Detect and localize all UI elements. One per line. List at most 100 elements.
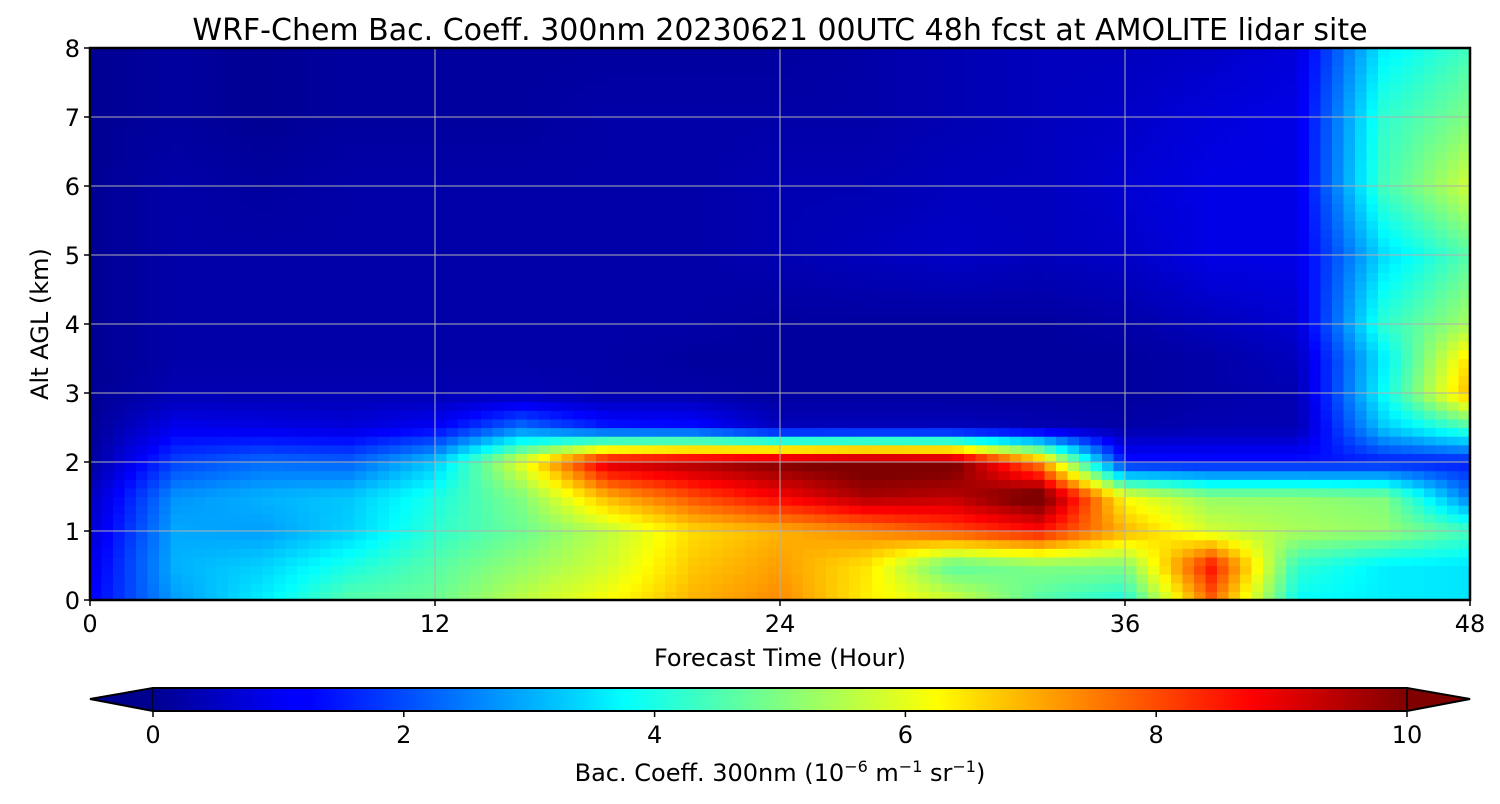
heatmap-cell xyxy=(1286,367,1299,377)
heatmap-cell xyxy=(90,315,103,325)
heatmap-cell xyxy=(1194,393,1207,403)
heatmap-cell xyxy=(1079,315,1092,325)
heatmap-cell xyxy=(745,246,758,256)
heatmap-cell xyxy=(1217,513,1230,523)
heatmap-cell xyxy=(469,427,482,437)
heatmap-cell xyxy=(630,487,643,498)
heatmap-cell xyxy=(1309,470,1322,480)
heatmap-cell xyxy=(1401,496,1414,506)
heatmap-cell xyxy=(182,246,195,256)
heatmap-cell xyxy=(1309,289,1322,299)
heatmap-cell xyxy=(849,436,862,446)
heatmap-cell xyxy=(791,358,804,368)
heatmap-cell xyxy=(182,298,195,308)
heatmap-cell xyxy=(1274,280,1287,291)
heatmap-cell xyxy=(308,367,321,377)
heatmap-cell xyxy=(561,436,574,446)
heatmap-cell xyxy=(998,487,1011,498)
heatmap-cell xyxy=(1182,418,1195,429)
heatmap-cell xyxy=(1332,539,1345,549)
heatmap-cell xyxy=(412,539,425,549)
heatmap-cell xyxy=(354,358,367,368)
heatmap-cell xyxy=(1194,470,1207,480)
heatmap-cell xyxy=(711,255,724,265)
heatmap-cell xyxy=(1378,367,1391,377)
heatmap-cell xyxy=(1424,401,1437,411)
heatmap-cell xyxy=(1136,401,1149,411)
heatmap-cell xyxy=(1067,470,1080,480)
heatmap-cell xyxy=(481,410,494,420)
heatmap-cell xyxy=(343,436,356,446)
heatmap-cell xyxy=(1355,513,1368,523)
heatmap-cell xyxy=(469,246,482,256)
heatmap-cell xyxy=(1240,453,1253,463)
heatmap-cell xyxy=(1251,496,1264,506)
heatmap-cell xyxy=(665,341,678,351)
heatmap-cell xyxy=(607,548,620,558)
heatmap-cell xyxy=(1343,280,1356,291)
heatmap-cell xyxy=(1067,574,1080,584)
heatmap-cell xyxy=(1366,470,1379,480)
heatmap-cell xyxy=(1148,487,1161,498)
heatmap-cell xyxy=(1067,255,1080,265)
heatmap-cell xyxy=(872,263,885,273)
heatmap-cell xyxy=(1332,418,1345,429)
heatmap-cell xyxy=(90,479,103,489)
heatmap-cell xyxy=(722,582,735,592)
heatmap-cell xyxy=(366,522,379,532)
heatmap-cell xyxy=(1332,479,1345,489)
heatmap-cell xyxy=(573,505,586,515)
heatmap-cell xyxy=(481,393,494,403)
heatmap-cell xyxy=(1113,548,1126,558)
heatmap-cell xyxy=(366,531,379,541)
heatmap-cell xyxy=(619,315,632,325)
heatmap-cell xyxy=(1412,479,1425,489)
heatmap-cell xyxy=(768,280,781,291)
heatmap-cell xyxy=(423,375,436,385)
heatmap-cell xyxy=(1171,582,1184,592)
heatmap-cell xyxy=(964,255,977,265)
heatmap-cell xyxy=(814,591,827,600)
heatmap-cell xyxy=(711,427,724,437)
heatmap-cell xyxy=(446,505,459,515)
heatmap-cell xyxy=(1378,384,1391,394)
heatmap-cell xyxy=(446,349,459,360)
heatmap-cell xyxy=(320,505,333,515)
heatmap-cell xyxy=(423,272,436,282)
heatmap-cell xyxy=(780,436,793,446)
heatmap-cell xyxy=(1286,255,1299,265)
chart-title: WRF-Chem Bac. Coeff. 300nm 20230621 00UT… xyxy=(192,13,1367,48)
heatmap-cell xyxy=(274,289,287,299)
heatmap-cell xyxy=(1240,315,1253,325)
heatmap-cell xyxy=(1217,358,1230,368)
heatmap-cell xyxy=(596,349,609,360)
heatmap-cell xyxy=(561,272,574,282)
heatmap-cell xyxy=(205,410,218,420)
heatmap-cell xyxy=(193,453,206,463)
heatmap-cell xyxy=(274,479,287,489)
heatmap-cell xyxy=(1435,565,1448,575)
heatmap-cell xyxy=(193,246,206,256)
heatmap-cell xyxy=(274,358,287,368)
heatmap-cell xyxy=(860,574,873,584)
heatmap-cell xyxy=(113,306,126,316)
heatmap-cell xyxy=(205,341,218,351)
heatmap-cell xyxy=(1274,462,1287,472)
heatmap-cell xyxy=(1056,384,1069,394)
heatmap-cell xyxy=(251,479,264,489)
heatmap-cell xyxy=(159,582,172,592)
heatmap-cell xyxy=(1297,574,1310,584)
heatmap-cell xyxy=(1286,591,1299,600)
heatmap-cell xyxy=(929,298,942,308)
heatmap-cell xyxy=(1251,324,1264,334)
heatmap-cell xyxy=(722,246,735,256)
heatmap-cell xyxy=(251,289,264,299)
heatmap-cell xyxy=(492,582,505,592)
heatmap-cell xyxy=(297,462,310,472)
heatmap-cell xyxy=(630,375,643,385)
heatmap-cell xyxy=(182,522,195,532)
heatmap-cell xyxy=(1332,574,1345,584)
heatmap-cell xyxy=(193,315,206,325)
heatmap-cell xyxy=(1044,565,1057,575)
